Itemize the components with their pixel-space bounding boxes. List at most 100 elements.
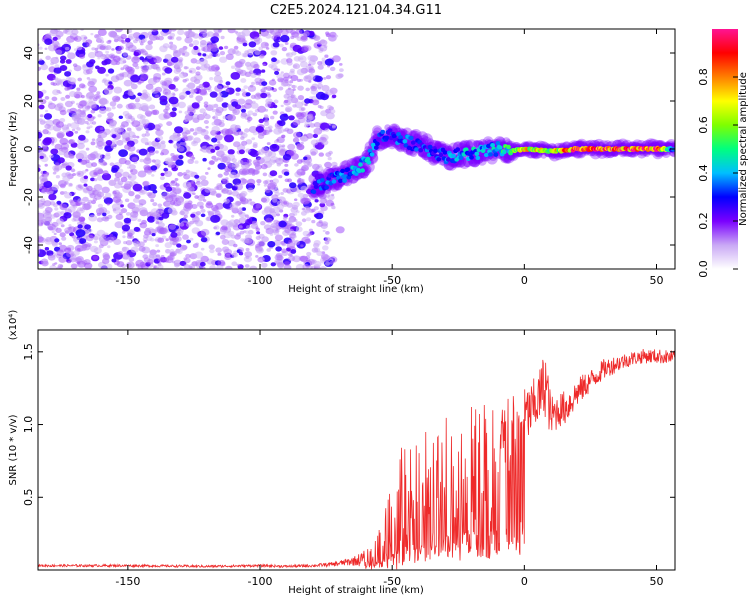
noise-speckle — [53, 167, 60, 173]
noise-speckle — [90, 177, 95, 182]
noise-speckle — [310, 85, 318, 92]
noise-speckle — [224, 254, 232, 261]
noise-speckle — [130, 211, 139, 218]
noise-speckle — [119, 212, 123, 216]
noise-speckle — [235, 92, 240, 96]
noise-speckle — [146, 192, 152, 197]
noise-speckle — [101, 186, 110, 194]
signal-halo — [504, 156, 511, 164]
noise-speckle — [38, 167, 41, 172]
noise-speckle — [321, 57, 326, 61]
noise-speckle — [109, 101, 117, 107]
noise-speckle — [91, 121, 97, 125]
noise-speckle — [208, 244, 215, 250]
noise-speckle — [210, 148, 216, 153]
noise-speckle — [286, 241, 296, 249]
noise-speckle — [53, 67, 62, 74]
noise-speckle — [229, 202, 239, 210]
noise-speckle — [293, 85, 297, 88]
noise-speckle — [196, 201, 204, 207]
noise-speckle — [300, 141, 304, 145]
noise-speckle — [292, 201, 300, 208]
noise-speckle — [143, 234, 149, 239]
noise-speckle — [253, 36, 261, 42]
noise-speckle — [214, 186, 220, 191]
noise-speckle — [98, 100, 103, 104]
noise-speckle — [280, 71, 284, 74]
noise-speckle — [177, 199, 184, 205]
noise-speckle — [239, 230, 245, 235]
noise-speckle — [288, 218, 295, 224]
noise-speckle — [244, 230, 250, 235]
noise-speckle — [178, 59, 183, 63]
noise-speckle — [51, 230, 55, 234]
noise-speckle — [304, 208, 311, 214]
noise-speckle — [161, 148, 169, 156]
noise-speckle — [125, 37, 131, 43]
noise-speckle — [221, 102, 229, 108]
noise-speckle — [74, 48, 78, 51]
signal-point — [442, 150, 448, 155]
noise-speckle — [75, 229, 86, 238]
noise-speckle — [54, 262, 58, 265]
noise-speckle — [68, 224, 72, 227]
noise-speckle — [169, 200, 176, 206]
noise-speckle — [284, 106, 293, 113]
y-tick-label: 0.5 — [22, 489, 35, 507]
noise-speckle — [87, 228, 93, 233]
noise-speckle — [128, 191, 135, 197]
noise-speckle — [325, 199, 334, 207]
noise-speckle — [216, 264, 224, 269]
signal-halo — [468, 157, 478, 167]
noise-speckle — [177, 29, 185, 36]
noise-speckle — [150, 198, 155, 203]
noise-speckle — [182, 234, 189, 240]
noise-speckle — [128, 257, 135, 262]
noise-speckle — [192, 33, 200, 39]
noise-speckle — [240, 88, 246, 93]
noise-speckle — [283, 129, 287, 132]
signal-point — [376, 137, 381, 142]
noise-speckle — [324, 240, 330, 245]
noise-speckle — [55, 175, 61, 179]
noise-speckle — [115, 213, 124, 220]
noise-speckle — [281, 134, 286, 139]
noise-speckle — [217, 162, 226, 170]
noise-speckle — [177, 133, 181, 137]
noise-speckle — [120, 67, 125, 71]
noise-speckle — [129, 92, 134, 96]
noise-speckle — [139, 103, 149, 110]
noise-speckle — [215, 110, 222, 116]
noise-speckle — [300, 244, 304, 247]
noise-speckle — [283, 113, 288, 117]
noise-speckle — [145, 83, 154, 90]
noise-speckle — [273, 99, 279, 104]
noise-speckle — [277, 261, 285, 268]
noise-speckle — [263, 180, 269, 185]
noise-speckle — [217, 141, 221, 144]
noise-speckle — [137, 265, 144, 269]
noise-speckle — [164, 170, 173, 177]
x-tick-label: -100 — [248, 575, 273, 588]
noise-speckle — [179, 222, 185, 227]
noise-speckle — [292, 44, 302, 53]
noise-speckle — [214, 146, 220, 151]
noise-speckle — [67, 52, 76, 60]
noise-speckle — [245, 92, 251, 97]
noise-speckle — [148, 184, 157, 191]
noise-speckle — [334, 34, 339, 38]
noise-speckle — [145, 44, 153, 51]
noise-speckle — [115, 96, 121, 101]
noise-speckle — [133, 102, 142, 110]
noise-speckle — [60, 97, 66, 101]
noise-speckle — [177, 101, 186, 109]
noise-speckle — [272, 88, 278, 92]
noise-speckle — [85, 168, 89, 172]
noise-speckle — [199, 194, 205, 199]
noise-speckle — [262, 63, 266, 67]
noise-speckle — [38, 164, 41, 168]
noise-speckle — [40, 258, 49, 265]
noise-speckle — [71, 112, 81, 120]
noise-speckle — [308, 68, 316, 74]
noise-speckle — [130, 246, 139, 253]
